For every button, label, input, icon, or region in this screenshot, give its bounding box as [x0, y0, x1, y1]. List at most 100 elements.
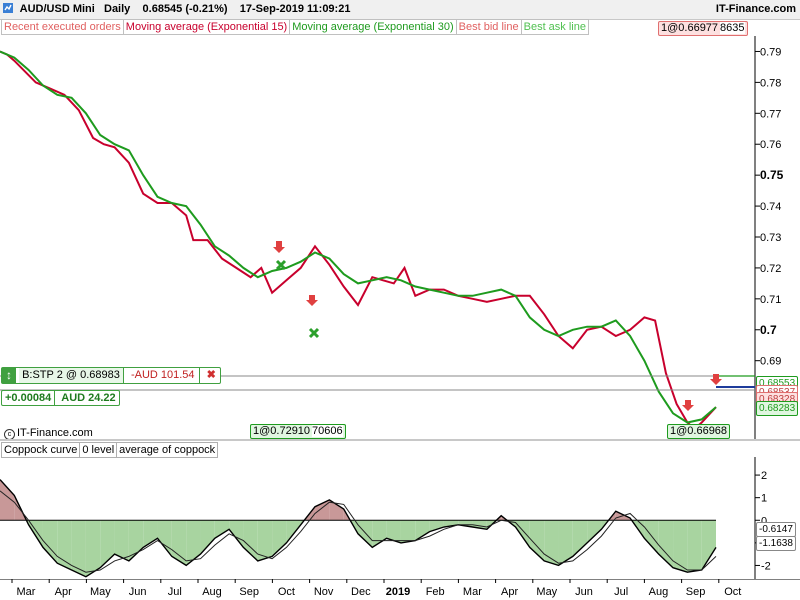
coppock-tick-label: 0	[761, 515, 767, 527]
time-tick-label: Mar	[463, 586, 482, 598]
price-tick-label: 0.79	[760, 46, 781, 58]
chart-settings-icon[interactable]	[3, 3, 13, 13]
coppock-area	[458, 520, 473, 528]
time-tick-label: Mar	[17, 586, 36, 598]
coppock-area	[658, 520, 674, 568]
legend-coppock-average[interactable]: average of coppock	[116, 442, 219, 458]
low-price-box: 1@0.72910 70606	[250, 424, 346, 439]
coppock-area	[329, 499, 344, 521]
brand-label: IT-Finance.com	[715, 3, 796, 15]
time-tick-label: May	[536, 586, 557, 598]
time-tick-label: Jul	[614, 586, 628, 598]
coppock-area	[100, 520, 115, 568]
panel-separator[interactable]	[0, 439, 800, 441]
low-price-right: 70606	[312, 425, 343, 437]
time-tick-label: Apr	[55, 586, 72, 598]
copyright: c IT-Finance.com	[4, 427, 93, 440]
time-axis: Mar Apr May Jun Jul Aug Sep Oct Nov Dec 2019 Feb Mar…	[0, 579, 800, 598]
coppock-area	[544, 520, 559, 566]
coppock-area	[687, 520, 702, 573]
recent-low-box: 1@0.66968	[667, 424, 731, 439]
coppock-area	[358, 520, 373, 548]
legend-ema30[interactable]: Moving average (Exponential 30)	[289, 19, 457, 35]
coppock-fill	[0, 479, 716, 577]
price-tick-label: 0.75	[760, 168, 784, 182]
coppock-area	[429, 520, 444, 532]
coppock-area	[200, 520, 215, 555]
coppock-area	[386, 520, 401, 543]
coppock-tick-label: -2	[761, 560, 771, 572]
executed-cross-icon	[275, 259, 287, 271]
time-tick-label: Sep	[686, 586, 706, 598]
ema30-line	[0, 50, 717, 424]
time-tick-label: Sep	[239, 586, 259, 598]
coppock-area	[644, 520, 659, 555]
coppock-area	[85, 520, 101, 577]
executed-cross-icon	[308, 327, 320, 339]
coppock-area	[286, 520, 301, 543]
coppock-area	[171, 520, 187, 566]
price-tick-label: 0.78	[760, 77, 781, 89]
sell-arrow-icon	[273, 241, 285, 253]
price-tick-label: 0.69	[760, 356, 781, 368]
legend-bid-line[interactable]: Best bid line	[455, 19, 522, 35]
legend-ema15[interactable]: Moving average (Exponential 15)	[122, 19, 291, 35]
top-price-box: 1@0.66977 8635	[658, 21, 748, 36]
low-price-left: 1@0.72910	[253, 425, 311, 437]
time-tick-label: May	[90, 586, 111, 598]
sell-arrow-icon	[710, 374, 722, 385]
price-tick-label: 0.71	[760, 294, 781, 306]
time-tick-label: Oct	[278, 586, 295, 598]
coppock-chart[interactable]: 210-1-2	[0, 441, 800, 579]
time-tick-label: Feb	[426, 586, 445, 598]
legend-ask-line[interactable]: Best ask line	[520, 19, 589, 35]
time-tick-label: 2019	[386, 586, 410, 598]
position-diff: +0.00084	[2, 391, 56, 405]
price-tick-label: 0.76	[760, 139, 781, 151]
sell-arrow-icon	[306, 295, 318, 306]
time-tick-label: Oct	[724, 586, 741, 598]
price-series	[0, 50, 717, 431]
coppock-value-label: -0.6147	[756, 522, 796, 537]
legend-coppock[interactable]: Coppock curve	[1, 442, 81, 458]
order-panel: ↕ B:STP 2 @ 0.68983 -AUD 101.54 ✖	[1, 367, 221, 384]
instrument-name: AUD/USD Mini	[19, 3, 95, 15]
chart-header: AUD/USD Mini Daily 0.68545 (-0.21%) 17-S…	[0, 0, 800, 20]
coppock-tick-label: 2	[761, 470, 767, 482]
time-tick-label: Aug	[649, 586, 669, 598]
coppock-area	[443, 520, 459, 528]
time-tick-label: Nov	[314, 586, 334, 598]
period: Daily	[104, 3, 131, 15]
last-price: 0.68545 (-0.21%)	[142, 3, 228, 15]
indicator-legend: Recent executed orders Moving average (Ex…	[1, 19, 589, 35]
price-chart[interactable]: 0.79 0.78 0.77 0.76 0.75 0.74 0.73 0.72 0.71 0.7 0…	[0, 0, 800, 440]
coppock-area	[26, 520, 29, 525]
coppock-average-line	[0, 490, 717, 573]
price-tick-label: 0.72	[760, 263, 781, 275]
time-tick-label: Jul	[168, 586, 182, 598]
copyright-text: IT-Finance.com	[17, 427, 93, 439]
ema15-line	[0, 50, 717, 431]
price-tick-label: 0.74	[760, 201, 781, 213]
cancel-order-button[interactable]: ✖	[206, 369, 216, 381]
order-label[interactable]: B:STP 2 @ 0.68983	[19, 368, 124, 383]
coppock-series	[0, 479, 717, 578]
position-panel: +0.00084 AUD 24.22	[1, 390, 120, 406]
price-tick-label: 0.73	[760, 232, 781, 244]
ema30-price-label: 0.68283	[756, 401, 799, 416]
coppock-area	[415, 520, 430, 541]
coppock-average-value-label: -1.1638	[756, 536, 796, 551]
time-tick-label: Dec	[351, 586, 371, 598]
position-value: AUD 24.22	[61, 392, 116, 404]
top-price-left: 1@0.66977	[661, 22, 719, 34]
coppock-area	[229, 520, 244, 548]
up-down-arrow-icon[interactable]: ↕	[2, 368, 16, 383]
coppock-area	[157, 520, 172, 557]
time-tick-label: Aug	[202, 586, 222, 598]
coppock-legend: Coppock curve 0 level average of coppock	[1, 442, 219, 458]
coppock-area	[42, 520, 58, 564]
coppock-area	[673, 520, 688, 573]
coppock-area	[350, 520, 358, 534]
coppock-area	[186, 520, 201, 566]
coppock-area	[572, 520, 588, 557]
